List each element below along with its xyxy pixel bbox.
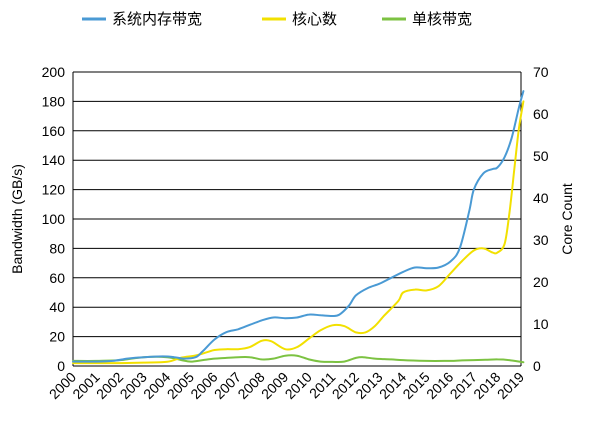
y-left-tick-label: 40	[49, 299, 65, 315]
legend-item-2: 单核带宽	[382, 10, 472, 28]
y-left-tick-label: 60	[49, 270, 65, 286]
x-tick-label: 2019	[494, 369, 527, 402]
gridlines	[73, 71, 521, 367]
legend-label: 单核带宽	[412, 10, 472, 28]
series-lines	[72, 90, 525, 365]
y-right-tick-label: 70	[533, 64, 549, 80]
y-right-tick-label: 60	[533, 106, 549, 122]
y-right-tick-label: 0	[533, 358, 541, 374]
y-right-tick-label: 30	[533, 232, 549, 248]
y-right-tick-label: 50	[533, 148, 549, 164]
y-right-tick-label: 20	[533, 274, 549, 290]
y-axis-left-title: Bandwidth (GB/s)	[9, 164, 25, 274]
legend: 系统内存带宽 核心数 单核带宽	[82, 10, 472, 28]
series-line-2	[72, 354, 525, 364]
y-left-tick-label: 180	[42, 93, 66, 109]
legend-item-0: 系统内存带宽	[82, 10, 202, 28]
y-left-tick-label: 20	[49, 329, 65, 345]
y-left-tick-label: 0	[57, 358, 65, 374]
legend-label: 核心数	[292, 10, 337, 28]
y-right-tick-label: 40	[533, 190, 549, 206]
axes: 0 20 40 60 80 100 120 140 160 180 200 0 10 20 30 40 50 60…	[42, 64, 549, 402]
y-left-tick-label: 80	[49, 240, 65, 256]
y-left-tick-label: 100	[42, 211, 66, 227]
y-left-tick-label: 120	[42, 182, 66, 198]
y-left-tick-label: 140	[42, 152, 66, 168]
y-left-tick-label: 200	[42, 64, 66, 80]
y-axis-right-title: Core Count	[559, 183, 575, 255]
legend-label: 系统内存带宽	[112, 10, 202, 28]
y-left-tick-label: 160	[42, 123, 66, 139]
series-line-0	[72, 90, 525, 363]
y-right-tick-label: 10	[533, 316, 549, 332]
series-line-1	[72, 100, 525, 365]
legend-item-1: 核心数	[262, 10, 337, 28]
